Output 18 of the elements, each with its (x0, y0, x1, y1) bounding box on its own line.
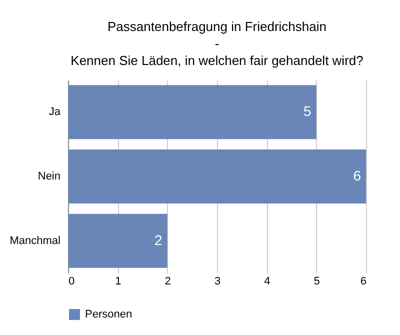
x-tick-label: 0 (68, 276, 75, 288)
bar (68, 85, 316, 140)
x-tick-label: 3 (214, 276, 221, 288)
y-tick-label: Nein (38, 170, 60, 182)
y-tick-label: Ja (48, 106, 62, 118)
data-label: 5 (304, 103, 312, 120)
x-tick-label: 5 (314, 276, 320, 288)
data-label: 6 (353, 168, 362, 184)
x-tick-label: 4 (264, 276, 270, 288)
x-tick-label: 1 (115, 276, 122, 288)
data-label: 2 (154, 232, 163, 248)
chart-title: Passantenbefragung in Friedrichshain - Kennen Sie Läden, in welchen fair gehandelt wird? (70, 19, 364, 68)
bar (68, 149, 366, 204)
bar (68, 214, 168, 268)
x-tick-label: 6 (360, 276, 366, 288)
legend-label: Personen (85, 308, 132, 320)
y-tick-label: Manchmal (10, 234, 60, 247)
x-tick-label: 2 (164, 276, 171, 288)
